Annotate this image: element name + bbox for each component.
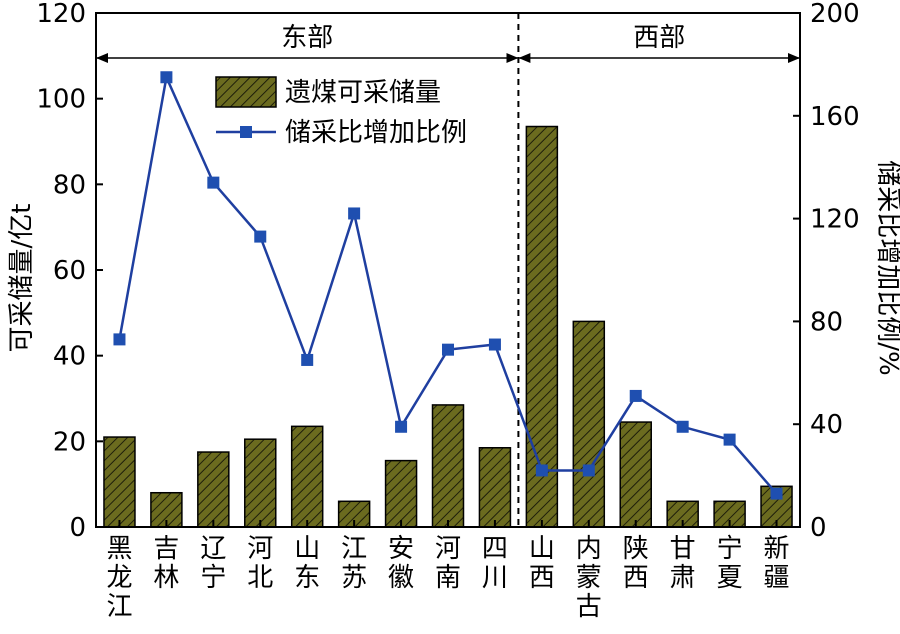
x-tick-label: 吉林 (153, 534, 179, 593)
bar (431, 404, 465, 528)
legend-bar-swatch (215, 76, 277, 108)
region-label: 西部 (633, 23, 685, 53)
x-tick-label: 山西 (529, 534, 555, 593)
x-tick-label: 新疆 (764, 534, 790, 593)
bar-series (103, 125, 793, 528)
line-marker (160, 71, 173, 84)
legend-bar-label: 遗煤可采储量 (285, 78, 441, 108)
axis-titles: 可采储量/亿t 储采比增加比例/% (7, 160, 900, 375)
line-marker (723, 433, 736, 446)
x-tick-label: 河北 (247, 534, 273, 593)
x-tick-label: 河南 (435, 534, 461, 593)
bar (290, 425, 324, 528)
y-tick-label: 40 (53, 342, 86, 372)
line-marker (348, 207, 361, 220)
line-series (113, 71, 783, 500)
x-tick-label: 山东 (294, 534, 320, 593)
y-tick-label: 120 (36, 0, 86, 29)
y-tick-label: 20 (53, 427, 86, 457)
y2-tick-label: 0 (810, 513, 827, 543)
bar (384, 459, 418, 528)
bar (619, 421, 652, 528)
line-marker (629, 389, 642, 402)
y-tick-label: 100 (36, 85, 86, 115)
bar (103, 436, 136, 528)
y2-tick-label: 120 (810, 205, 860, 235)
line-marker (488, 338, 501, 351)
legend-marker-swatch (240, 126, 252, 138)
x-tick-label: 安徽 (388, 534, 414, 593)
x-tick-label: 内蒙古 (576, 534, 602, 622)
bar (478, 447, 512, 528)
line-marker (442, 343, 454, 356)
y-tick-label: 80 (53, 170, 86, 200)
x-tick-label: 黑龙江 (106, 534, 132, 622)
y2-tick-label: 200 (810, 0, 860, 29)
y-axis-label: 可采储量/亿t (7, 204, 37, 353)
x-tick-label: 陕西 (623, 534, 649, 593)
region-label: 东部 (281, 23, 333, 53)
x-tick-label: 宁夏 (717, 534, 743, 593)
bar (572, 320, 606, 528)
line-marker (207, 176, 220, 189)
line-marker (770, 487, 783, 500)
line-marker (535, 464, 548, 477)
line-marker (113, 333, 126, 346)
bar (197, 451, 230, 528)
line-marker (676, 420, 689, 433)
legend-line-label: 储采比增加比例 (285, 118, 467, 148)
x-tick-label: 四川 (482, 534, 508, 593)
line-marker (254, 230, 267, 243)
y2-tick-label: 40 (810, 410, 843, 440)
bar (244, 438, 277, 528)
line-marker (582, 464, 595, 477)
y2-tick-label: 160 (810, 102, 860, 132)
line-marker (395, 420, 408, 433)
y2-axis-label: 储采比增加比例/% (873, 160, 900, 375)
legend: 遗煤可采储量 储采比增加比例 (215, 76, 467, 148)
axes: 0 20 40 60 80 100 120 0 40 80 120 160 200 黑龙江吉林辽宁河北山东… (36, 0, 859, 622)
line-marker (301, 353, 314, 366)
region-bands: 东部 西部 (96, 23, 800, 63)
x-tick-label: 辽宁 (200, 534, 226, 593)
x-tick-label: 江苏 (341, 534, 367, 593)
x-tick-label: 甘肃 (670, 534, 696, 593)
y-tick-label: 0 (69, 513, 86, 543)
y-tick-label: 60 (53, 256, 86, 286)
y2-tick-label: 80 (810, 307, 843, 337)
